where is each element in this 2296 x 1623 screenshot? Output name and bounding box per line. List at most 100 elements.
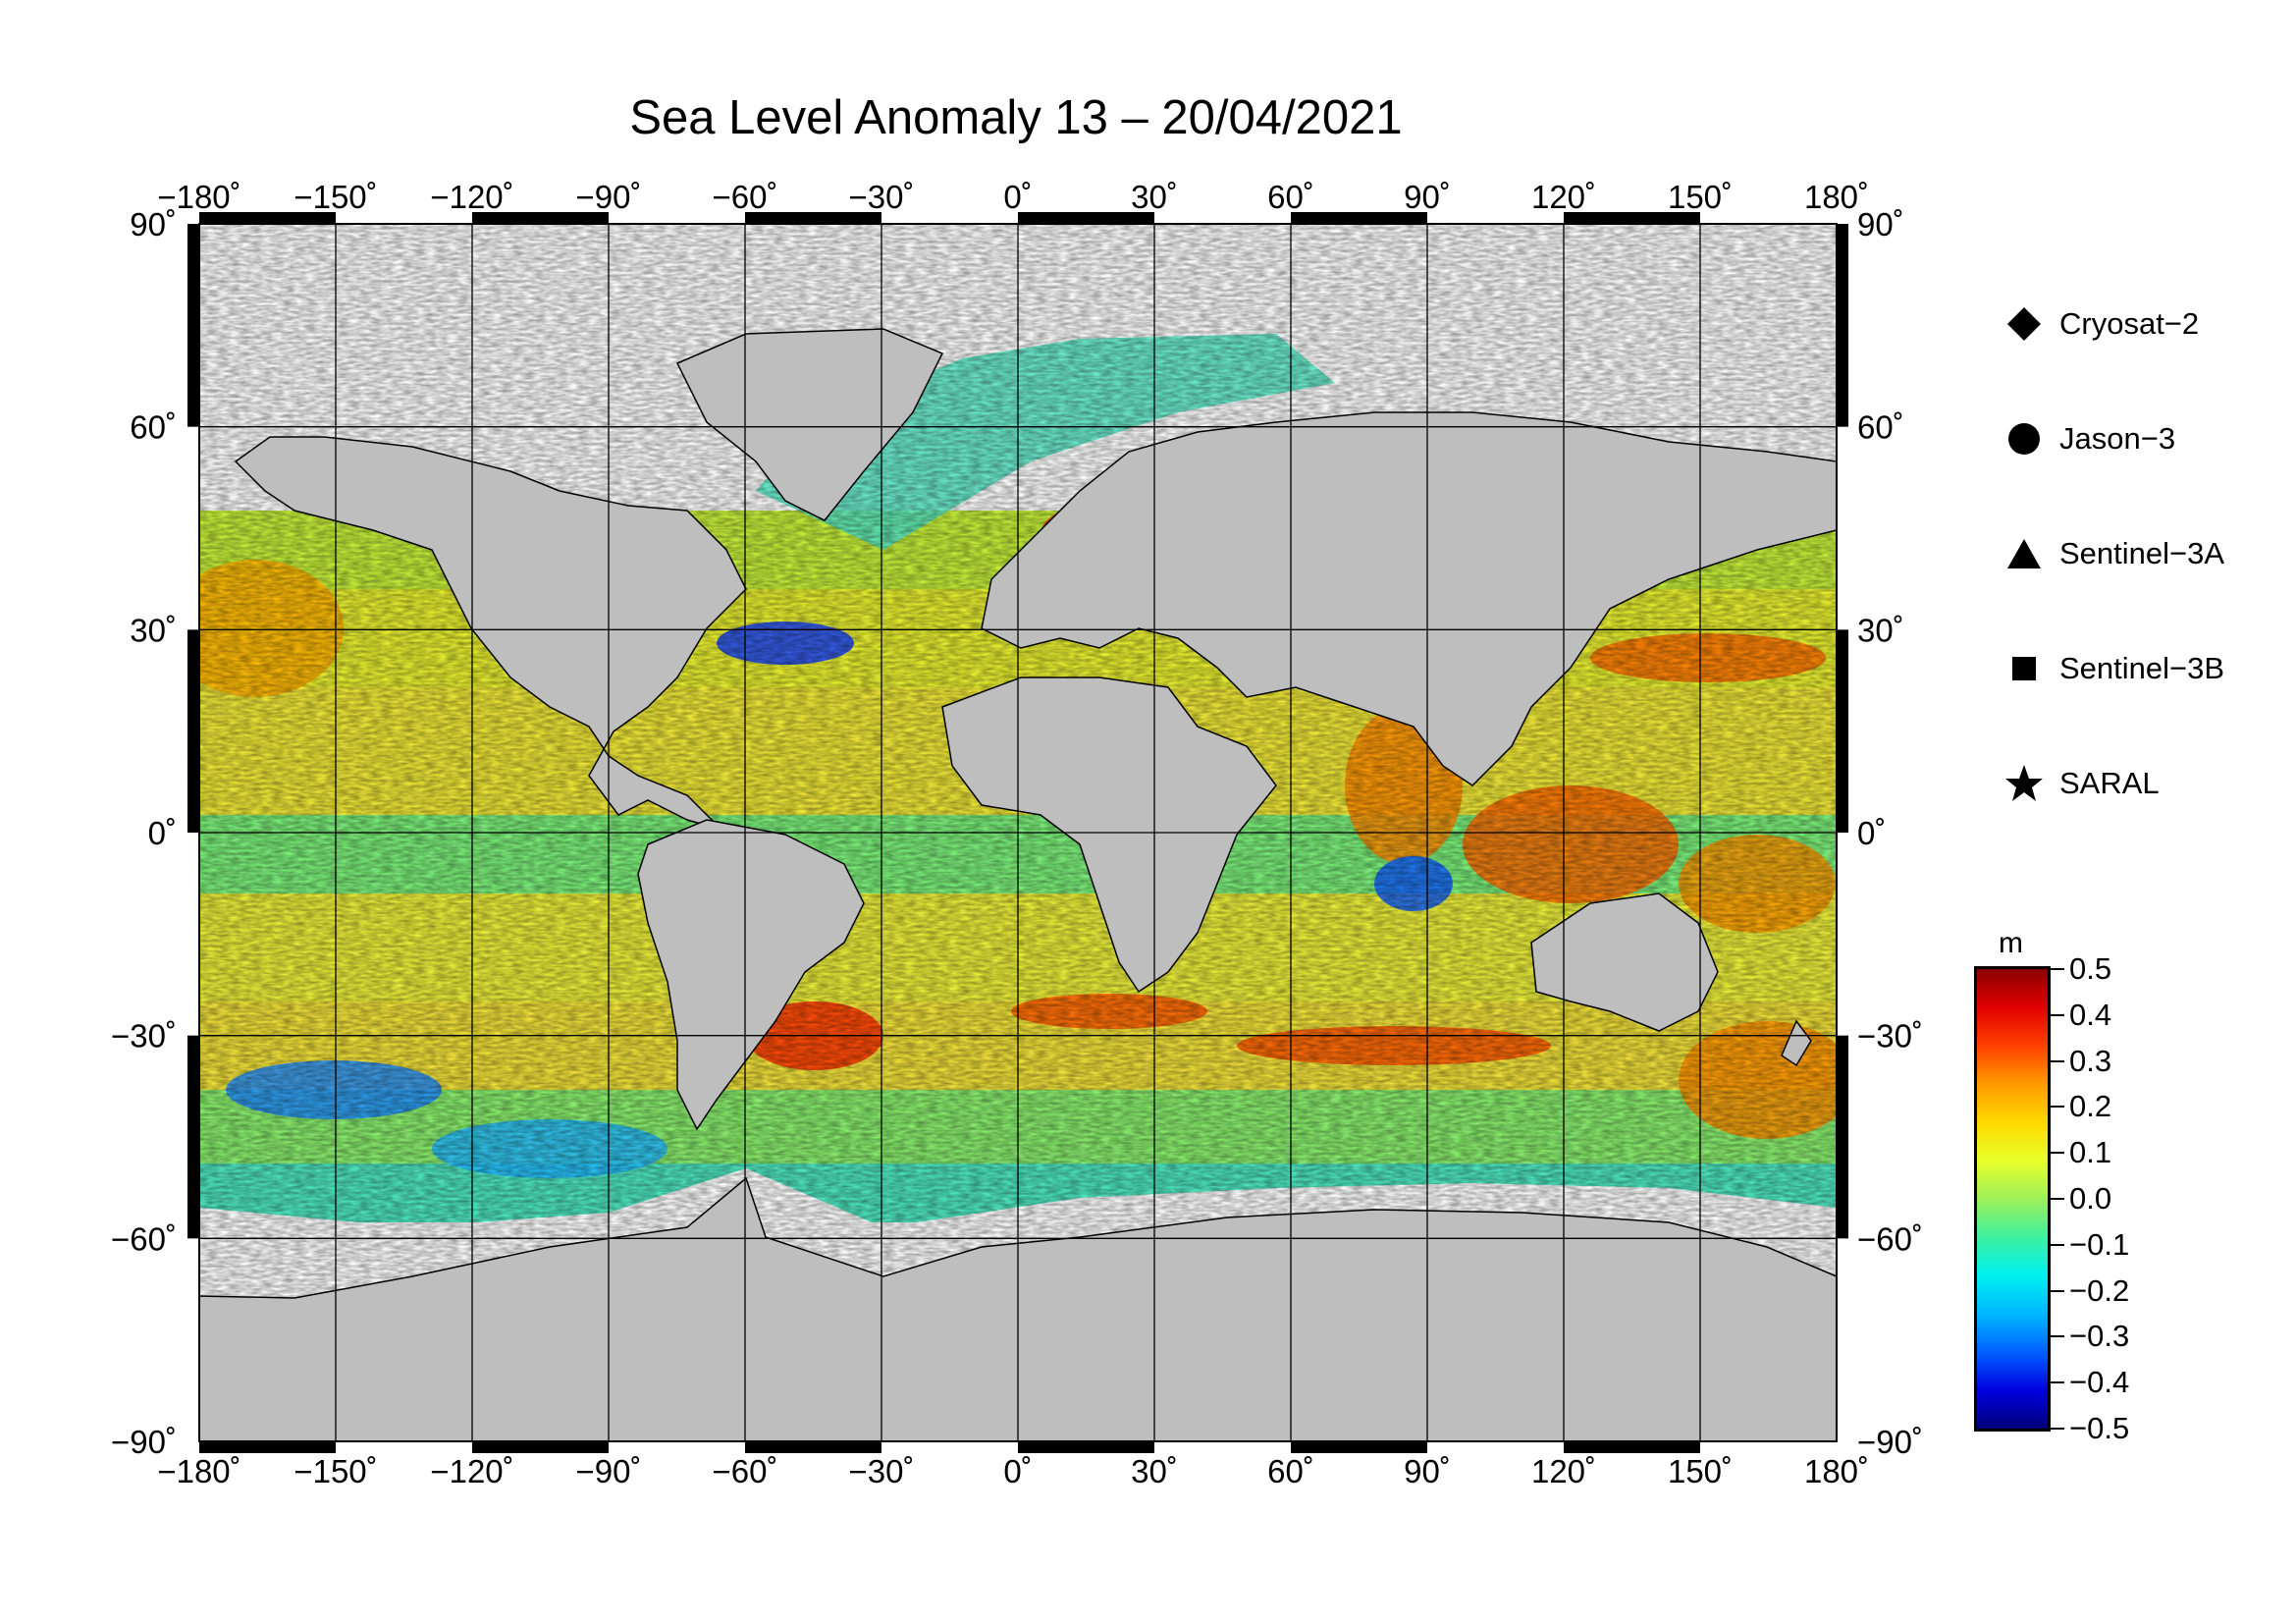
frame-band	[745, 1441, 881, 1453]
legend-label: Jason−3	[2059, 421, 2176, 456]
lat-tick-label-left: 30˚	[130, 612, 177, 648]
lon-tick-label-bottom: −150˚	[294, 1453, 377, 1489]
frame-band	[1564, 1441, 1700, 1453]
lon-tick-label-top: −90˚	[576, 179, 642, 215]
colorbar-tick	[2051, 1289, 2064, 1292]
lat-tick-label-right: 30˚	[1857, 612, 1904, 648]
legend-item-sentinel-3b: Sentinel−3B	[2002, 644, 2224, 693]
map-title: Sea Level Anomaly 13 – 20/04/2021	[629, 91, 1403, 144]
lon-tick-label-top: 0˚	[1003, 179, 1032, 215]
colorbar-tick	[2051, 1198, 2064, 1200]
frame-band	[187, 224, 199, 427]
colorbar-label: 0.1	[2069, 1135, 2112, 1170]
colorbar-label: 0.4	[2069, 997, 2112, 1032]
colorbar-label: 0.3	[2069, 1043, 2112, 1078]
colorbar-tick	[2051, 1381, 2064, 1384]
colorbar-tick	[2051, 1243, 2064, 1246]
legend-label: Sentinel−3B	[2059, 651, 2225, 685]
legend-label: SARAL	[2059, 766, 2160, 800]
legend-item-saral: SARAL	[2002, 759, 2160, 808]
lon-tick-label-top: 180˚	[1804, 179, 1869, 215]
lon-tick-label-bottom: 90˚	[1404, 1453, 1451, 1489]
lat-tick-label-left: −60˚	[111, 1220, 177, 1257]
circle-icon	[2002, 417, 2046, 460]
colorbar-label: −0.1	[2069, 1226, 2130, 1262]
colorbar-label: 0.5	[2069, 951, 2112, 986]
lon-tick-label-bottom: −180˚	[157, 1453, 240, 1489]
frame-band	[187, 629, 199, 833]
colorbar-tick	[2051, 1152, 2064, 1155]
colorbar-label: −0.2	[2069, 1272, 2130, 1308]
triangle-icon	[2002, 532, 2046, 575]
lat-tick-label-right: −60˚	[1857, 1220, 1923, 1257]
frame-band	[1018, 1441, 1154, 1453]
frame-band	[1837, 629, 1848, 833]
frame-band	[1291, 1441, 1427, 1453]
lon-tick-label-top: 60˚	[1267, 179, 1314, 215]
legend-label: Sentinel−3A	[2059, 536, 2225, 570]
frame-band	[199, 212, 336, 224]
legend-label: Cryosat−2	[2059, 306, 2200, 341]
tick-labels: −180˚ −180˚ −150˚ −150˚ −120˚ −120˚ −90˚ −90˚ −6…	[111, 179, 1923, 1489]
lon-tick-label-bottom: 120˚	[1531, 1453, 1596, 1489]
eurasia	[981, 411, 1837, 786]
lat-tick-label-left: 90˚	[130, 206, 177, 243]
lon-tick-label-bottom: −90˚	[576, 1453, 642, 1489]
frame-band	[1837, 1035, 1848, 1239]
colorbar-tick	[2051, 1013, 2064, 1016]
south-america	[637, 819, 865, 1131]
colorbar-tick	[2051, 1106, 2064, 1109]
lon-tick-label-top: 30˚	[1131, 179, 1178, 215]
legend-item-sentinel-3a: Sentinel−3A	[2002, 529, 2224, 578]
colorbar	[1974, 966, 2051, 1432]
lat-tick-label-right: −30˚	[1857, 1018, 1923, 1055]
lon-tick-label-top: −60˚	[713, 179, 778, 215]
lat-tick-label-left: 0˚	[148, 815, 177, 851]
lat-tick-label-right: −90˚	[1857, 1424, 1923, 1460]
lat-tick-label-left: −30˚	[111, 1018, 177, 1055]
frame-band	[1018, 212, 1154, 224]
frame-band	[472, 212, 609, 224]
colorbar-tick	[2051, 968, 2064, 970]
lon-tick-label-bottom: 180˚	[1804, 1453, 1869, 1489]
frame-band	[1291, 212, 1427, 224]
frame-bands	[187, 212, 1848, 1453]
lon-tick-label-top: −180˚	[157, 179, 240, 215]
colorbar-label: −0.3	[2069, 1319, 2130, 1354]
colorbar-label: −0.4	[2069, 1365, 2130, 1400]
frame-band	[187, 1035, 199, 1239]
lon-tick-label-top: −120˚	[430, 179, 513, 215]
colorbar-tick	[2051, 1428, 2064, 1430]
lon-tick-label-top: 150˚	[1668, 179, 1733, 215]
north-america	[234, 436, 747, 832]
colorbar-label: −0.5	[2069, 1411, 2130, 1445]
diamond-icon	[2002, 302, 2046, 346]
colorbar-tick	[2051, 1335, 2064, 1338]
lat-tick-label-left: −90˚	[111, 1424, 177, 1460]
africa	[941, 676, 1277, 994]
lat-tick-label-right: 0˚	[1857, 815, 1886, 851]
lat-tick-label-right: 90˚	[1857, 206, 1904, 243]
colorbar-label: 0.0	[2069, 1181, 2112, 1216]
colorbar-unit: m	[1999, 927, 2023, 959]
new-zealand	[1781, 1019, 1812, 1067]
frame-band	[745, 212, 881, 224]
square-icon	[2002, 647, 2046, 690]
lon-tick-label-bottom: 30˚	[1131, 1453, 1178, 1489]
legend-item-cryosat: Cryosat−2	[2002, 299, 2199, 349]
lon-tick-label-top: 120˚	[1531, 179, 1596, 215]
colorbar-tick	[2051, 1059, 2064, 1062]
lon-tick-label-top: 90˚	[1404, 179, 1451, 215]
lon-tick-label-top: −150˚	[294, 179, 377, 215]
legend-item-jason: Jason−3	[2002, 414, 2175, 463]
star-icon	[2002, 762, 2046, 805]
lon-tick-label-bottom: 150˚	[1668, 1453, 1733, 1489]
frame-band	[1837, 224, 1848, 427]
lon-tick-label-bottom: −30˚	[849, 1453, 915, 1489]
frame-band	[1564, 212, 1700, 224]
frame-band	[472, 1441, 609, 1453]
lat-tick-label-left: 60˚	[130, 409, 177, 446]
lon-tick-label-bottom: −60˚	[713, 1453, 778, 1489]
australia	[1530, 893, 1719, 1032]
greenland	[675, 328, 944, 521]
